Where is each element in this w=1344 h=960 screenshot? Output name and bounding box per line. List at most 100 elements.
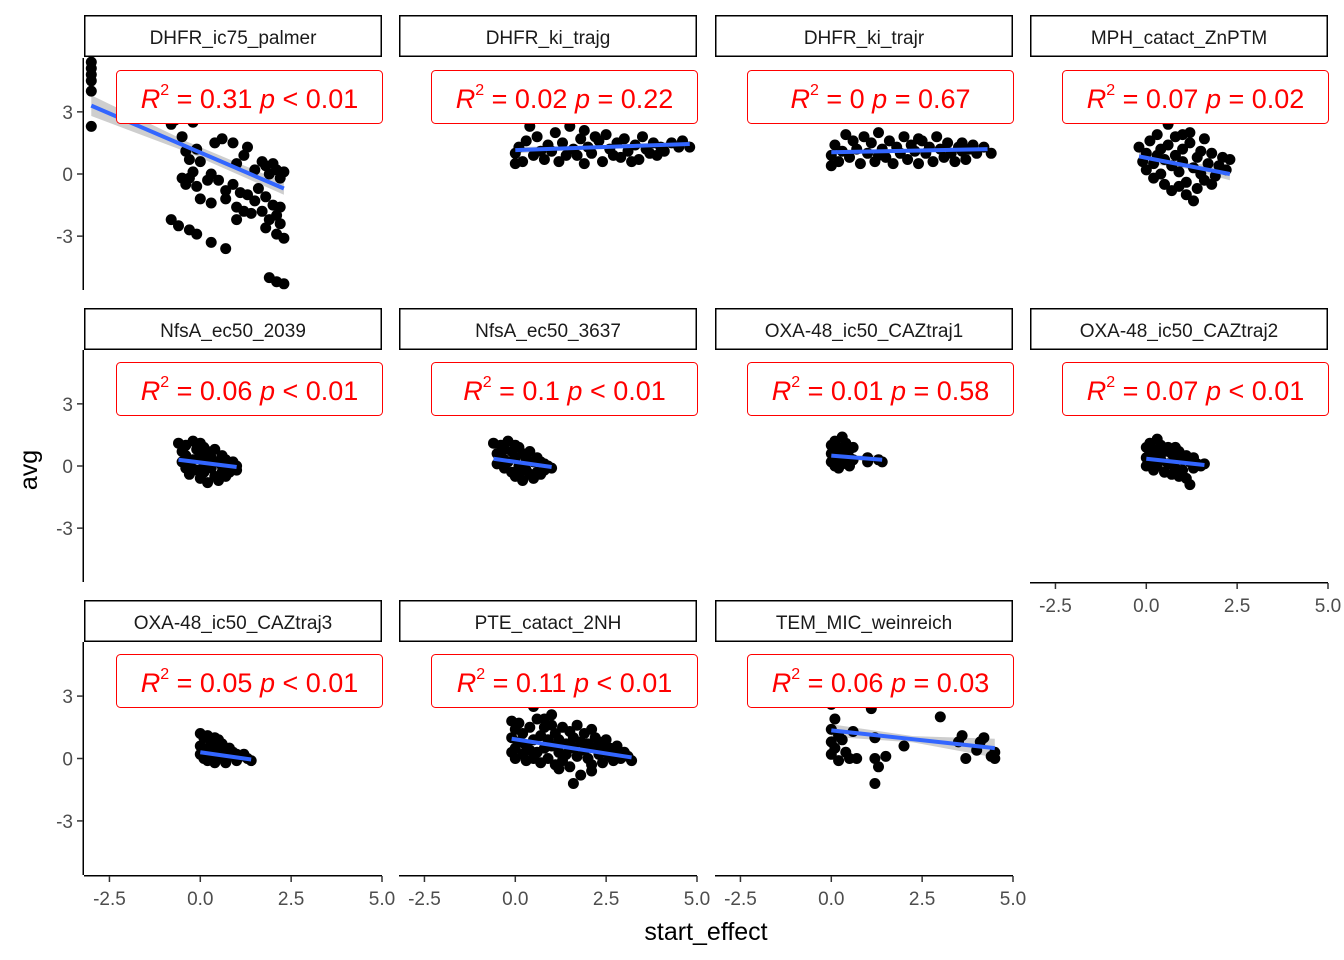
data-point bbox=[252, 183, 264, 194]
data-point bbox=[887, 158, 899, 170]
data-point bbox=[183, 154, 195, 165]
data-point bbox=[836, 734, 848, 746]
fit-line bbox=[1138, 154, 1231, 176]
panel-TEM_MIC_weinreich: TEM_MIC_weinreich R2 = 0.06 p = 0.03 -2.5 0… bbox=[715, 600, 1026, 910]
data-point bbox=[571, 149, 583, 161]
data-point bbox=[560, 149, 572, 161]
fit-line bbox=[831, 147, 988, 155]
data-point bbox=[869, 778, 881, 789]
facet-strip bbox=[715, 15, 1013, 57]
data-point bbox=[1180, 176, 1192, 188]
x-tick-label: 2.5 bbox=[278, 889, 304, 910]
data-point bbox=[1133, 141, 1145, 153]
data-point bbox=[960, 753, 972, 764]
data-point bbox=[1173, 166, 1185, 178]
facet-strip-label: NfsA_ec50_2039 bbox=[160, 321, 306, 342]
data-point bbox=[517, 475, 529, 486]
facet-strip bbox=[399, 600, 697, 642]
data-point bbox=[513, 717, 525, 729]
facet-strip bbox=[84, 15, 382, 57]
stat-label-box bbox=[116, 654, 383, 708]
data-point bbox=[637, 131, 648, 143]
facet-strip-label: DHFR_ki_trajg bbox=[486, 28, 611, 49]
data-point bbox=[560, 748, 572, 760]
data-point bbox=[956, 137, 968, 149]
y-tick-label: -3 bbox=[56, 227, 73, 248]
data-point bbox=[829, 742, 841, 754]
stat-label: R2 = 0.01 p = 0.58 bbox=[772, 374, 990, 406]
stat-label-box bbox=[747, 362, 1014, 416]
data-point bbox=[520, 135, 532, 147]
facet-strip-label: DHFR_ki_trajr bbox=[804, 28, 925, 49]
data-point bbox=[274, 201, 286, 213]
x-tick-label: 2.5 bbox=[1224, 596, 1250, 617]
fit-line bbox=[200, 750, 252, 762]
stat-label-box bbox=[747, 654, 1014, 708]
x-tick-label: 0.0 bbox=[818, 889, 844, 910]
data-point bbox=[191, 180, 203, 192]
data-point bbox=[851, 753, 863, 764]
data-point bbox=[883, 135, 895, 147]
data-point bbox=[546, 719, 558, 731]
stat-label: R2 = 0.06 p < 0.01 bbox=[141, 374, 359, 406]
data-point bbox=[597, 757, 608, 769]
fit-line bbox=[1146, 456, 1205, 467]
data-point bbox=[1206, 178, 1218, 190]
stat-label-box bbox=[431, 362, 698, 416]
data-point bbox=[1169, 149, 1181, 161]
data-point bbox=[586, 765, 598, 777]
x-tick-label: 5.0 bbox=[1000, 889, 1026, 910]
data-point bbox=[1195, 145, 1207, 157]
data-point bbox=[978, 732, 990, 744]
data-point bbox=[927, 156, 939, 168]
data-point bbox=[524, 721, 536, 733]
panel-OXA-48_ic50_CAZtraj2: OXA-48_ic50_CAZtraj2 R2 = 0.07 p < 0.01 -2… bbox=[1030, 308, 1341, 617]
facet-strip-label: OXA-48_ic50_CAZtraj2 bbox=[1080, 321, 1279, 342]
data-point bbox=[898, 131, 910, 143]
facet-strip bbox=[399, 308, 697, 350]
x-tick-label: -2.5 bbox=[93, 889, 126, 910]
panel-DHFR_ki_trajr: DHFR_ki_trajr R2 = 0 p = 0.67 bbox=[715, 15, 1014, 172]
data-point bbox=[618, 133, 630, 145]
data-point bbox=[600, 129, 612, 141]
data-point bbox=[847, 135, 859, 147]
facet-strip bbox=[1030, 15, 1328, 57]
data-point bbox=[245, 207, 257, 219]
x-tick-label: -2.5 bbox=[724, 889, 757, 910]
data-point bbox=[840, 129, 852, 141]
data-point bbox=[209, 443, 221, 455]
facet-strip-label: OXA-48_ic50_CAZtraj3 bbox=[134, 613, 333, 634]
data-point bbox=[1191, 183, 1203, 194]
data-point bbox=[865, 137, 877, 149]
fit-line bbox=[493, 456, 552, 470]
data-point bbox=[575, 133, 587, 145]
data-point bbox=[173, 220, 184, 232]
data-point bbox=[1188, 195, 1199, 207]
data-point bbox=[658, 145, 670, 157]
facet-strip-label: PTE_catact_2NH bbox=[475, 613, 622, 634]
stat-label: R2 = 0.11 p < 0.01 bbox=[457, 666, 673, 698]
data-point bbox=[934, 711, 946, 723]
data-point bbox=[176, 131, 188, 143]
panel-NfsA_ec50_2039: NfsA_ec50_2039 R2 = 0.06 p < 0.01 -3 0 3 bbox=[56, 308, 383, 582]
data-point bbox=[578, 125, 590, 136]
data-point bbox=[600, 734, 612, 746]
panel-OXA-48_ic50_CAZtraj1: OXA-48_ic50_CAZtraj1 R2 = 0.01 p = 0.58 bbox=[715, 308, 1014, 474]
data-point bbox=[567, 778, 579, 789]
y-axis-title: avg bbox=[15, 450, 43, 490]
data-point bbox=[1180, 189, 1192, 201]
stat-label: R2 = 0.06 p = 0.03 bbox=[772, 666, 990, 698]
data-point bbox=[1155, 168, 1167, 180]
data-point bbox=[931, 131, 943, 143]
facet-strip bbox=[715, 308, 1013, 350]
data-point bbox=[194, 193, 206, 205]
facet-strip bbox=[1030, 308, 1328, 350]
facet-strip bbox=[715, 600, 1013, 642]
data-point bbox=[85, 85, 97, 97]
data-point bbox=[220, 243, 232, 255]
data-point bbox=[553, 763, 565, 775]
data-point bbox=[194, 156, 206, 168]
data-point bbox=[1162, 139, 1174, 151]
data-point bbox=[1169, 441, 1181, 453]
